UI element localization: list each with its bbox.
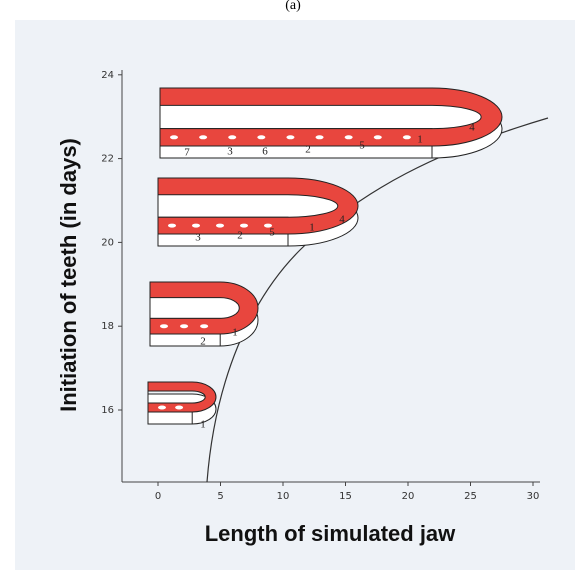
tooth-label: 7 [184,147,190,159]
tooth-spot [374,135,382,139]
tooth-label: 4 [339,214,345,226]
x-tick-label: 0 [155,491,161,502]
y-tick-label: 16 [101,405,114,416]
tooth-spot [170,135,178,139]
tooth-spot [257,135,265,139]
tooth-label: 2 [305,144,311,156]
tooth-label: 5 [269,227,275,239]
tooth-spot [228,135,236,139]
tooth-spot [216,224,224,228]
tooth-spot [168,224,176,228]
x-axis-label: Length of simulated jaw [205,521,456,546]
tooth-label: 1 [309,222,315,234]
tooth-spot [192,224,200,228]
tooth-spot [158,406,166,410]
figure: (a) Initiation of teeth (in days) Length… [0,0,587,585]
x-tick-label: 30 [527,491,540,502]
tooth-spot [286,135,294,139]
tooth-spot [175,406,183,410]
x-tick-label: 25 [464,491,477,502]
tooth-label: 5 [359,140,365,152]
tooth-label: 2 [200,336,206,348]
tooth-spot [403,135,411,139]
x-tick-label: 20 [402,491,415,502]
tooth-label: 3 [227,146,233,158]
x-tick-label: 15 [339,491,352,502]
x-tick-label: 10 [277,491,290,502]
tooth-spot [345,135,353,139]
y-tick-label: 18 [101,321,114,332]
tooth-label: 1 [200,419,206,431]
tooth-spot [180,324,188,328]
tooth-label: 1 [417,134,423,146]
tooth-label: 6 [262,146,268,158]
y-tick-label: 22 [101,154,114,165]
x-tick-label: 5 [217,491,223,502]
y-axis-label: Initiation of teeth (in days) [56,138,81,412]
tooth-spot [160,324,168,328]
tooth-label: 3 [195,232,201,244]
tooth-spot [240,224,248,228]
y-tick-label: 20 [101,237,114,248]
tooth-label: 2 [237,230,243,242]
y-tick-label: 24 [101,70,114,81]
tooth-label: 1 [232,327,238,339]
tooth-spot [200,324,208,328]
tooth-label: 4 [469,122,475,134]
tooth-spot [316,135,324,139]
figure-label: (a) [285,0,301,13]
tooth-spot [199,135,207,139]
